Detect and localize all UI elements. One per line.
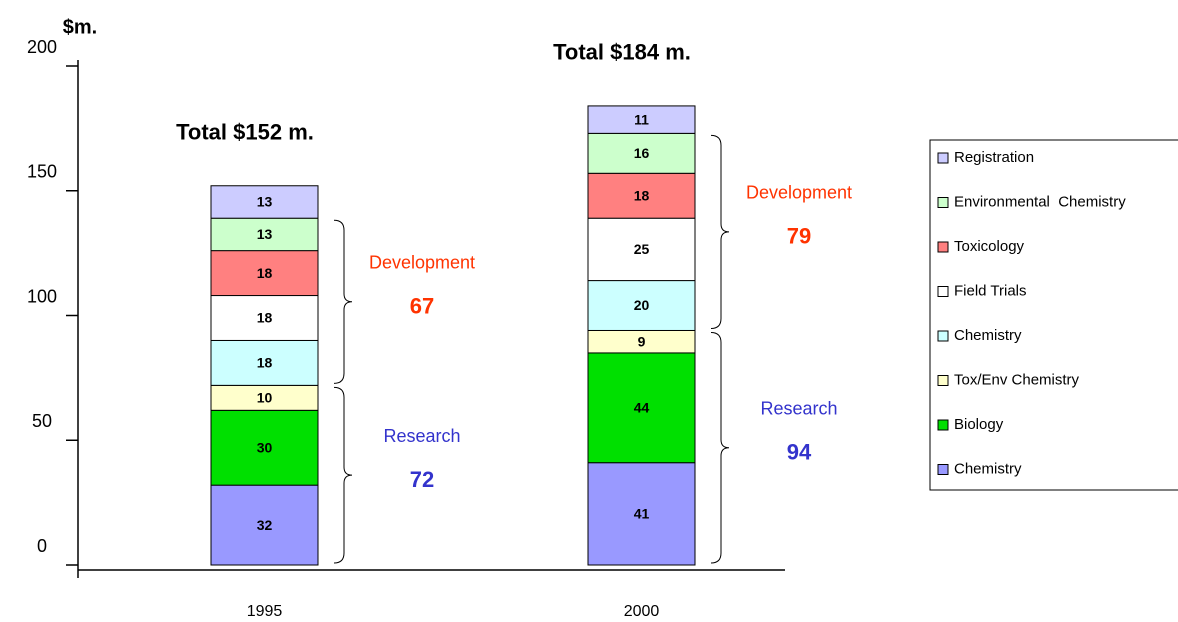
segment-label: 11 <box>634 111 649 127</box>
group-name: Research <box>383 426 460 446</box>
bar-segment <box>587 352 696 464</box>
group-name: Research <box>760 398 837 418</box>
segment-label: 13 <box>257 226 273 242</box>
segment-label: 30 <box>257 439 273 455</box>
legend <box>929 139 1178 491</box>
segment-label: 25 <box>634 241 650 257</box>
bar-segment <box>587 105 696 134</box>
bar-segment <box>587 462 696 566</box>
y-tick-label: 100 <box>27 286 57 306</box>
legend-label: Biology <box>954 416 1004 433</box>
legend-swatch <box>937 241 949 253</box>
legend-swatch <box>937 464 949 475</box>
legend-label: Tox/Env Chemistry <box>954 371 1080 388</box>
x-tick-label: 2000 <box>624 603 660 620</box>
segment-label: 41 <box>634 506 650 522</box>
x-tick-label: 1995 <box>247 603 283 620</box>
brace <box>710 134 730 329</box>
bar-segment <box>210 384 319 411</box>
total-label: Total $184 m. <box>553 40 691 65</box>
group-value: 67 <box>410 294 434 319</box>
bar-segment <box>210 295 319 341</box>
bar-segment <box>210 185 319 219</box>
legend-swatch <box>937 375 949 386</box>
y-axis-label: $m. <box>63 16 97 38</box>
segment-label: 18 <box>257 310 273 326</box>
total-label: Total $152 m. <box>176 120 314 145</box>
group-value: 72 <box>410 467 434 492</box>
group-name: Development <box>746 183 852 203</box>
group-name: Development <box>369 253 475 273</box>
segment-label: 20 <box>634 297 650 313</box>
y-tick-label: 0 <box>37 536 47 556</box>
legend-swatch <box>937 197 949 208</box>
bar-segment <box>587 132 696 174</box>
legend-label: Environmental Chemistry <box>954 193 1126 210</box>
legend-label: Chemistry <box>954 327 1022 344</box>
legend-label: Registration <box>954 149 1034 166</box>
bar-segment <box>587 172 696 219</box>
y-tick-label: 150 <box>27 162 57 182</box>
bar-segment <box>210 409 319 486</box>
brace <box>710 331 730 564</box>
segment-label: 18 <box>257 355 273 371</box>
brace <box>333 219 353 384</box>
legend-swatch <box>937 330 949 342</box>
legend-swatch <box>937 286 949 297</box>
segment-label: 16 <box>634 145 650 161</box>
bar-segment <box>210 339 319 386</box>
segment-label: 9 <box>638 333 646 349</box>
legend-swatch <box>937 152 949 164</box>
bar-segment <box>210 484 319 566</box>
segment-label: 44 <box>634 400 650 416</box>
brace <box>333 386 353 564</box>
group-value: 94 <box>787 440 812 465</box>
bar-segment <box>587 217 696 282</box>
segment-label: 18 <box>634 187 650 203</box>
y-tick-label: 200 <box>27 37 57 57</box>
segment-label: 18 <box>257 265 273 281</box>
segment-label: 10 <box>257 390 273 406</box>
legend-label: Field Trials <box>954 282 1027 299</box>
legend-swatch <box>937 419 949 431</box>
segment-label: 13 <box>257 194 273 210</box>
segment-label: 32 <box>257 517 273 533</box>
legend-label: Chemistry <box>954 460 1022 477</box>
group-value: 79 <box>787 224 811 249</box>
y-tick-label: 50 <box>32 411 52 431</box>
legend-label: Toxicology <box>954 238 1025 255</box>
bar-segment <box>587 280 696 331</box>
